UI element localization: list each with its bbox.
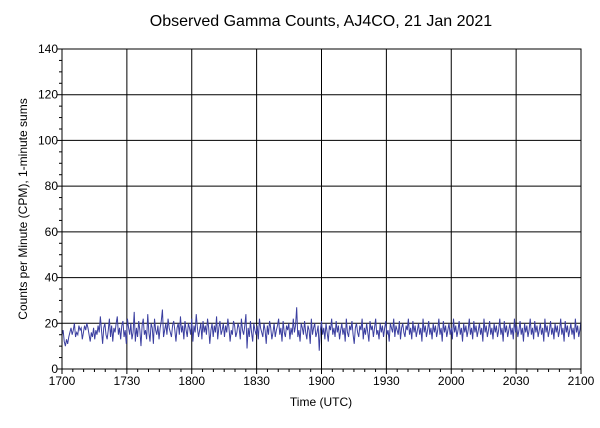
y-tick-label: 120 [38,88,58,102]
x-tick-label: 2000 [438,374,465,388]
x-tick-label: 1900 [308,374,335,388]
plot-frame [61,48,582,370]
y-tick-label: 140 [38,42,58,56]
y-tick-label: 20 [45,316,59,330]
y-tick-label: 40 [45,271,59,285]
y-tick-label: 80 [45,179,59,193]
x-tick-label: 1700 [49,374,76,388]
chart-title: Observed Gamma Counts, AJ4CO, 21 Jan 202… [150,13,493,30]
grid-lines [62,49,581,369]
series-group [61,307,582,351]
x-tick-label: 1800 [178,374,205,388]
x-tick-label: 1930 [373,374,400,388]
y-tick-labels: 0 20 40 60 80 100 120 140 [38,42,58,376]
y-axis-label: Counts per Minute (CPM), 1-minute sums [16,98,30,319]
series-line [61,307,582,351]
x-tick-label: 2030 [503,374,530,388]
y-tick-label: 60 [45,225,59,239]
x-tick-label: 1830 [243,374,270,388]
x-tick-label: 1730 [114,374,141,388]
x-tick-labels: 1700 1730 1800 1830 1900 1930 2000 2030 2100 [49,374,595,388]
x-axis-label: Time (UTC) [290,395,352,409]
y-tick-label: 0 [51,362,58,376]
y-tick-label: 100 [38,133,58,147]
x-tick-label: 2100 [568,374,595,388]
